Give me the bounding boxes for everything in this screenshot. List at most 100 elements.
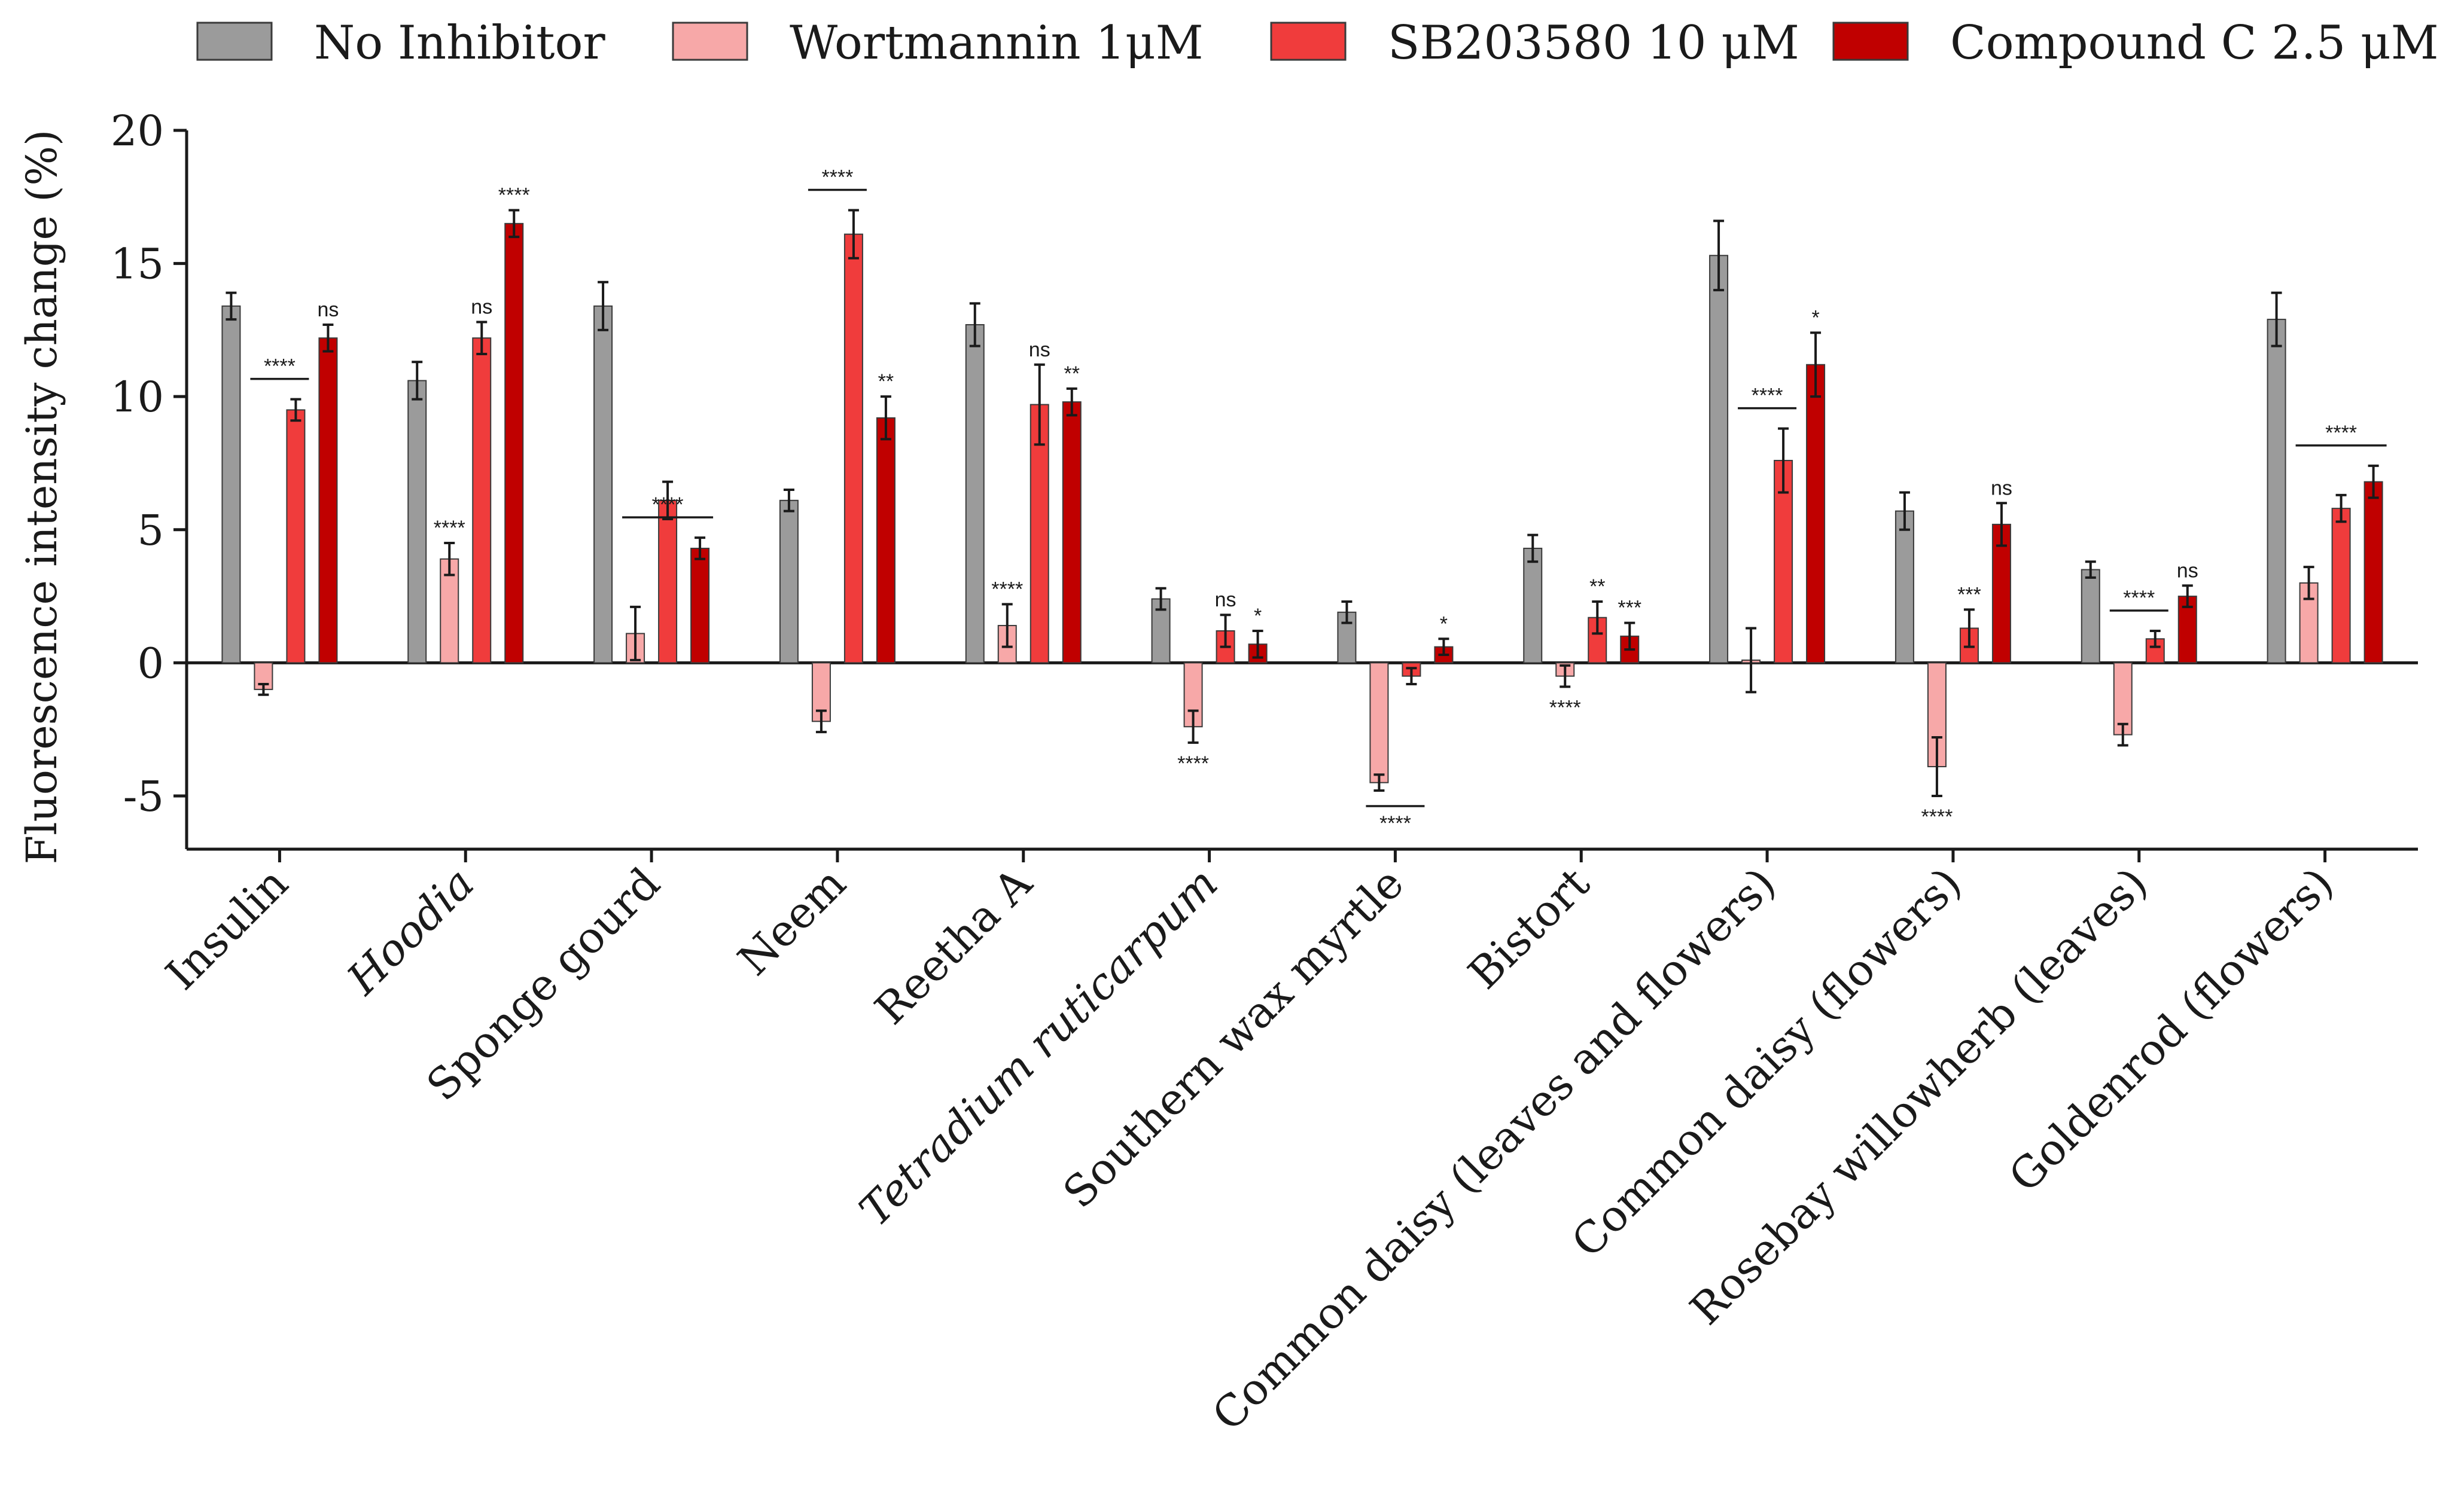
error-bar-bistort-sb203580-10-m — [1592, 600, 1603, 635]
error-bar-neem-compound-c-2-5-m — [880, 395, 891, 441]
error-bar-insulin-wortmannin-1-m — [258, 682, 269, 696]
y-tick-label--5: -5 — [123, 772, 164, 821]
significance-label: **** — [1549, 696, 1581, 719]
significance-label: ** — [1589, 575, 1605, 598]
significance-label: **** — [1379, 812, 1411, 835]
bar-neem-no-inhibitor — [779, 499, 799, 664]
bar-insulin-no-inhibitor — [221, 305, 241, 664]
error-bar-tetradium-ruticarpum-wortmannin-1-m — [1187, 709, 1199, 744]
significance-label: **** — [2123, 587, 2155, 609]
error-bar-reetha-a-sb203580-10-m — [1034, 363, 1045, 446]
significance-label: **** — [821, 166, 853, 189]
significance-label: **** — [264, 355, 296, 378]
error-bar-insulin-sb203580-10-m — [290, 398, 301, 422]
significance-annotations: ****ns****ns******************ns******ns… — [250, 166, 2387, 835]
error-bar-tetradium-ruticarpum-sb203580-10-m — [1220, 614, 1231, 648]
x-label-hoodia: Hoodia — [337, 858, 484, 1005]
legend-swatch-wortmannin-1-m — [672, 22, 748, 61]
significance-label: **** — [991, 578, 1023, 600]
error-bar-common-daisy-flowers-compound-c-2-5-m — [1996, 502, 2007, 547]
error-bar-southern-wax-myrtle-sb203580-10-m — [1406, 667, 1417, 685]
error-bar-goldenrod-flowers-sb203580-10-m — [2335, 493, 2347, 523]
error-bar-tetradium-ruticarpum-no-inhibitor — [1155, 587, 1166, 611]
bar-hoodia-compound-c-2-5-m — [504, 222, 524, 664]
x-label-tetradium-ruticarpum: Tetradium ruticarpum — [849, 858, 1228, 1236]
error-bar-insulin-no-inhibitor — [226, 291, 237, 321]
significance-reetha-a-9: ns — [1029, 338, 1050, 361]
significance-insulin-1: ns — [317, 298, 339, 321]
significance-reetha-a-8: **** — [991, 578, 1023, 600]
error-bar-common-daisy-leaves-and-flowers-compound-c-2-5-m — [1810, 331, 1822, 398]
significance-hoodia-3: ns — [471, 296, 492, 319]
significance-sponge-gourd-5: **** — [622, 493, 714, 518]
error-bar-common-daisy-leaves-and-flowers-sb203580-10-m — [1778, 427, 1789, 494]
significance-reetha-a-10: ** — [1064, 362, 1080, 385]
significance-label: **** — [652, 493, 684, 516]
error-bar-rosebay-willowherb-leaves-wortmannin-1-m — [2117, 722, 2128, 747]
legend-swatch-sb203580-10-m — [1270, 22, 1347, 61]
significance-label: ** — [878, 370, 894, 393]
error-bar-insulin-compound-c-2-5-m — [322, 323, 334, 353]
error-bar-bistort-wortmannin-1-m — [1560, 664, 1571, 688]
significance-label: *** — [1957, 583, 1981, 606]
significance-common-daisy-flowers-21: **** — [1921, 806, 1953, 828]
bar-common-daisy-flowers-no-inhibitor — [1895, 510, 1914, 664]
significance-southern-wax-myrtle-14: **** — [1366, 805, 1425, 835]
axes: -5 0 5 10 15 20 — [111, 106, 2418, 862]
significance-label: * — [1440, 612, 1448, 635]
significance-label: * — [1254, 605, 1262, 627]
error-bar-neem-no-inhibitor — [783, 489, 794, 512]
significance-label: **** — [1752, 385, 1783, 407]
error-bar-common-daisy-flowers-wortmannin-1-m — [1931, 736, 1942, 797]
significance-label: **** — [498, 184, 530, 207]
significance-label: * — [1811, 306, 1819, 329]
bar-common-daisy-leaves-and-flowers-no-inhibitor — [1709, 255, 1729, 664]
error-bar-reetha-a-compound-c-2-5-m — [1066, 387, 1077, 417]
significance-label: **** — [1921, 806, 1953, 828]
significance-common-daisy-leaves-and-flowers-20: * — [1811, 306, 1819, 329]
y-axis-title: Fluorescence intensity change (%) — [17, 130, 66, 865]
bar-goldenrod-flowers-compound-c-2-5-m — [2364, 481, 2383, 664]
x-label-neem: Neem — [728, 858, 855, 985]
legend: No Inhibitor Wortmannin 1μM SB203580 10 μM… — [196, 16, 2439, 70]
error-bar-rosebay-willowherb-leaves-sb203580-10-m — [2149, 629, 2161, 648]
error-bar-common-daisy-flowers-no-inhibitor — [1899, 491, 1910, 531]
x-label-southern-wax-myrtle: Southern wax myrtle — [1053, 858, 1413, 1218]
bar-insulin-sb203580-10-m — [286, 409, 306, 664]
bar-rosebay-willowherb-leaves-no-inhibitor — [2081, 569, 2100, 664]
bar-sponge-gourd-no-inhibitor — [593, 305, 613, 664]
bar-hoodia-sb203580-10-m — [472, 337, 492, 664]
significance-tetradium-ruticarpum-13: * — [1254, 605, 1262, 627]
significance-rosebay-willowherb-leaves-24: **** — [2109, 587, 2168, 612]
significance-bistort-16: **** — [1549, 696, 1581, 719]
x-label-insulin: Insulin — [156, 858, 298, 1000]
legend-label-no-inhibitor: No Inhibitor — [314, 16, 605, 70]
error-bar-common-daisy-leaves-and-flowers-wortmannin-1-m — [1746, 627, 1757, 694]
error-bar-southern-wax-myrtle-no-inhibitor — [1341, 600, 1353, 624]
significance-label: ns — [471, 296, 492, 319]
error-bar-bistort-no-inhibitor — [1527, 533, 1539, 563]
x-label-common-daisy-flowers: Common daisy (flowers) — [1562, 858, 1971, 1267]
bar-bistort-no-inhibitor — [1523, 547, 1543, 664]
y-tick-label-0: 0 — [137, 639, 164, 688]
error-bar-rosebay-willowherb-leaves-no-inhibitor — [2085, 560, 2096, 579]
significance-label: ns — [1029, 338, 1050, 361]
bar-insulin-compound-c-2-5-m — [318, 337, 338, 664]
legend-label-sb203580-10-m: SB203580 10 μM — [1388, 16, 1799, 70]
bar-neem-sb203580-10-m — [843, 233, 863, 664]
bar-southern-wax-myrtle-wortmannin-1-m — [1369, 662, 1389, 783]
error-bar-southern-wax-myrtle-compound-c-2-5-m — [1438, 637, 1449, 657]
significance-label: ** — [1064, 362, 1080, 385]
significance-neem-6: **** — [808, 166, 867, 191]
error-bar-neem-sb203580-10-m — [848, 209, 859, 260]
bar-common-daisy-leaves-and-flowers-compound-c-2-5-m — [1806, 364, 1826, 664]
error-bar-hoodia-sb203580-10-m — [476, 321, 488, 355]
x-label-goldenrod-flowers: Goldenrod (flowers) — [1999, 858, 2343, 1202]
significance-neem-7: ** — [878, 370, 894, 393]
y-tick-label-10: 10 — [111, 373, 164, 422]
y-tick-label-20: 20 — [111, 106, 164, 155]
error-bar-sponge-gourd-compound-c-2-5-m — [695, 536, 706, 560]
significance-southern-wax-myrtle-15: * — [1440, 612, 1448, 635]
significance-label: ns — [1991, 477, 2012, 499]
